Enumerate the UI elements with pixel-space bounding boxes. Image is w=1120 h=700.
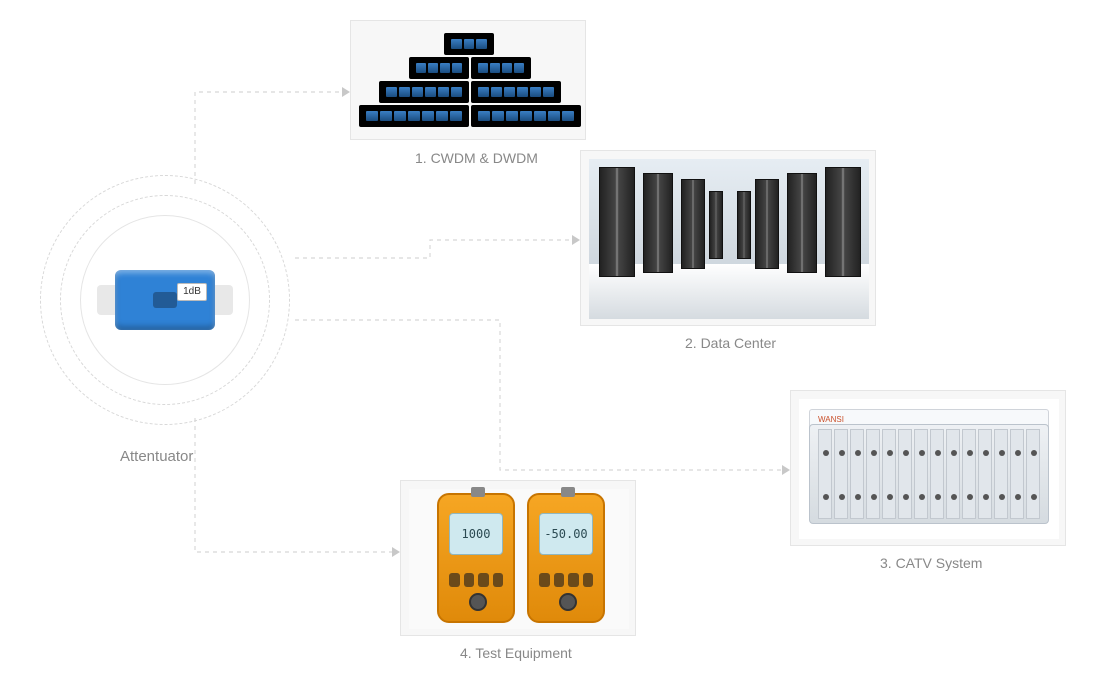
- catv-slot: [994, 429, 1008, 519]
- handheld-meter: 1000: [437, 493, 515, 623]
- rack-unit: [379, 81, 469, 103]
- rack-unit: [471, 105, 581, 127]
- node-datacenter: [580, 150, 876, 326]
- rack-unit: [444, 33, 494, 55]
- arrow-catv: [782, 465, 790, 475]
- catv-slot: [914, 429, 928, 519]
- rack-unit: [471, 57, 531, 79]
- meter-reading: 1000: [449, 513, 503, 555]
- catv-slot: [978, 429, 992, 519]
- node-testeq: 1000 -50.00: [400, 480, 636, 636]
- cwdm-equipment-stack: [359, 29, 579, 129]
- catv-slot: [930, 429, 944, 519]
- catv-slot: [946, 429, 960, 519]
- catv-slot: [1026, 429, 1040, 519]
- server-rack: [737, 191, 751, 259]
- server-rack: [681, 179, 705, 269]
- rack-unit: [409, 57, 469, 79]
- server-rack: [643, 173, 673, 273]
- meter-reading: -50.00: [539, 513, 593, 555]
- catv-slot: [818, 429, 832, 519]
- rack-unit: [471, 81, 561, 103]
- node-cwdm: [350, 20, 586, 140]
- attenuator-db-label: 1dB: [177, 283, 207, 301]
- catv-device: WANSI: [799, 399, 1059, 539]
- catv-slot: [1010, 429, 1024, 519]
- arrow-testeq: [392, 547, 400, 557]
- source-label: Attentuator: [120, 448, 193, 465]
- test-equipment: 1000 -50.00: [409, 489, 629, 629]
- handheld-meter: -50.00: [527, 493, 605, 623]
- datacenter-scene: [589, 159, 869, 319]
- server-rack: [825, 167, 861, 277]
- catv-slot: [898, 429, 912, 519]
- catv-slot: [882, 429, 896, 519]
- label-testeq: 4. Test Equipment: [460, 645, 572, 661]
- rack-unit: [359, 105, 469, 127]
- server-rack: [787, 173, 817, 273]
- catv-slot: [834, 429, 848, 519]
- catv-slot: [850, 429, 864, 519]
- catv-slot: [962, 429, 976, 519]
- attenuator-icon: 1dB: [95, 255, 235, 345]
- label-catv: 3. CATV System: [880, 555, 982, 571]
- arrow-cwdm: [342, 87, 350, 97]
- label-datacenter: 2. Data Center: [685, 335, 776, 351]
- server-rack: [709, 191, 723, 259]
- arrow-datacenter: [572, 235, 580, 245]
- node-catv: WANSI: [790, 390, 1066, 546]
- server-rack: [755, 179, 779, 269]
- label-cwdm: 1. CWDM & DWDM: [415, 150, 538, 166]
- server-rack: [599, 167, 635, 277]
- catv-slot: [866, 429, 880, 519]
